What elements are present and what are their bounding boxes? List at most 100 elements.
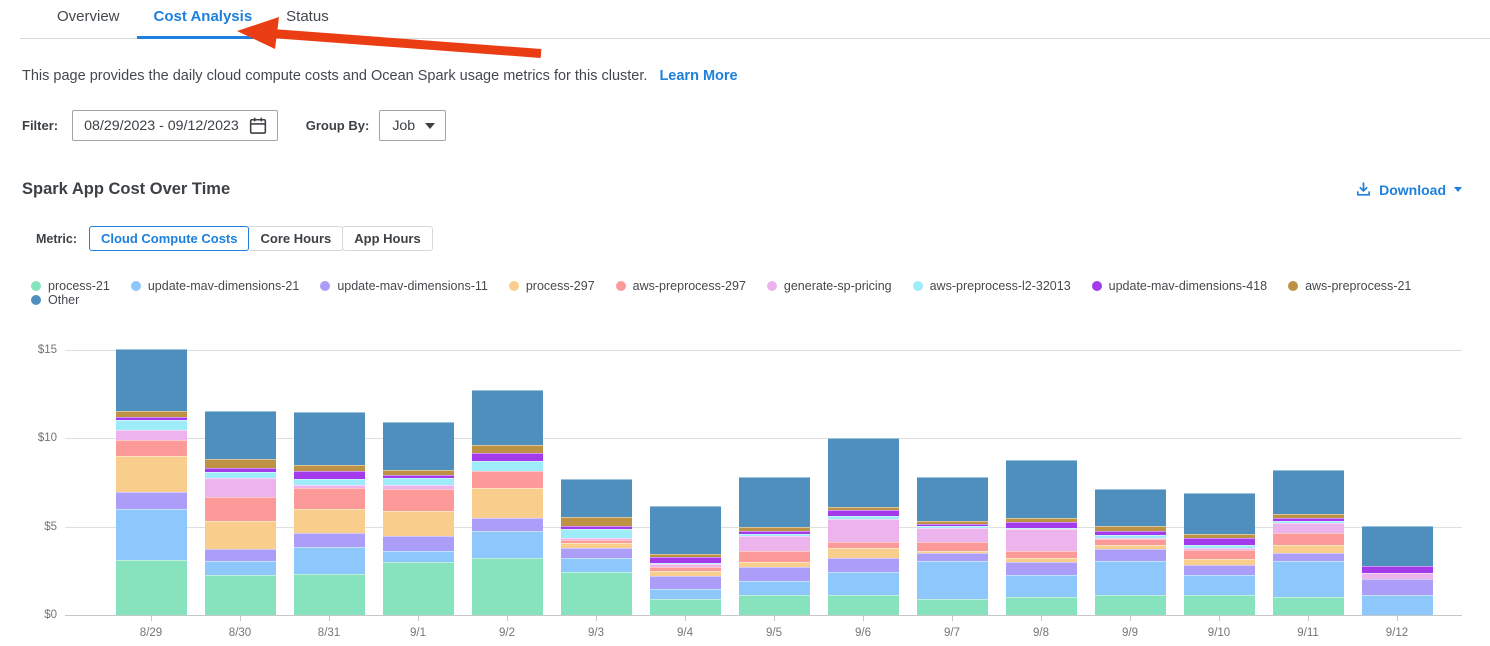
stacked-bar-9-8[interactable]	[1005, 460, 1077, 615]
bar-segment-process-297[interactable]	[560, 542, 632, 548]
bar-segment-process-21[interactable]	[827, 594, 899, 615]
bar-segment-update-mav-dimensions-21[interactable]	[293, 547, 365, 574]
bar-segment-aws-preprocess-297[interactable]	[293, 487, 365, 509]
date-range-input[interactable]: 08/29/2023 - 09/12/2023	[72, 110, 278, 141]
bar-segment-aws-preprocess-l2-32013[interactable]	[1272, 521, 1344, 523]
bar-segment-process-21[interactable]	[1094, 595, 1166, 615]
bar-segment-generate-sp-pricing[interactable]	[649, 564, 721, 567]
bar-segment-aws-preprocess-297[interactable]	[1272, 533, 1344, 545]
bar-segment-aws-preprocess-21[interactable]	[1094, 526, 1166, 531]
bar-segment-other[interactable]	[827, 438, 899, 507]
bar-segment-update-mav-dimensions-11[interactable]	[649, 575, 721, 589]
bar-segment-process-297[interactable]	[382, 511, 454, 536]
bar-segment-aws-preprocess-21[interactable]	[293, 464, 365, 471]
bar-segment-other[interactable]	[1183, 493, 1255, 535]
bar-segment-process-297[interactable]	[1183, 559, 1255, 565]
bar-segment-update-mav-dimensions-418[interactable]	[738, 530, 810, 535]
bar-segment-aws-preprocess-21[interactable]	[560, 516, 632, 526]
bar-segment-update-mav-dimensions-11[interactable]	[560, 547, 632, 558]
stacked-bar-9-1[interactable]	[382, 422, 454, 615]
legend-item-aws-preprocess-l2-32013[interactable]: aws-preprocess-l2-32013	[912, 279, 1071, 293]
bar-segment-generate-sp-pricing[interactable]	[204, 478, 276, 497]
bar-segment-update-mav-dimensions-11[interactable]	[916, 553, 988, 561]
bar-segment-aws-preprocess-l2-32013[interactable]	[1005, 527, 1077, 530]
bar-segment-generate-sp-pricing[interactable]	[1005, 529, 1077, 551]
bar-segment-aws-preprocess-l2-32013[interactable]	[204, 471, 276, 479]
stacked-bar-9-5[interactable]	[738, 477, 810, 615]
bar-segment-generate-sp-pricing[interactable]	[382, 484, 454, 490]
stacked-bar-9-12[interactable]	[1361, 525, 1433, 615]
bar-segment-update-mav-dimensions-11[interactable]	[827, 557, 899, 573]
bar-segment-aws-preprocess-297[interactable]	[1183, 550, 1255, 560]
bar-segment-aws-preprocess-297[interactable]	[204, 496, 276, 521]
bar-segment-other[interactable]	[471, 390, 543, 445]
bar-segment-aws-preprocess-21[interactable]	[1272, 513, 1344, 518]
bar-segment-aws-preprocess-l2-32013[interactable]	[293, 478, 365, 486]
bar-segment-update-mav-dimensions-21[interactable]	[560, 557, 632, 572]
bar-segment-process-21[interactable]	[382, 562, 454, 615]
bar-segment-update-mav-dimensions-418[interactable]	[560, 525, 632, 530]
bar-segment-other[interactable]	[1094, 488, 1166, 527]
bar-segment-update-mav-dimensions-11[interactable]	[382, 535, 454, 551]
bar-segment-process-21[interactable]	[204, 574, 276, 615]
legend-item-process-21[interactable]: process-21	[31, 279, 110, 293]
bar-segment-process-21[interactable]	[560, 571, 632, 615]
bar-segment-generate-sp-pricing[interactable]	[1094, 537, 1166, 540]
bar-segment-update-mav-dimensions-11[interactable]	[471, 518, 543, 532]
bar-segment-update-mav-dimensions-11[interactable]	[204, 548, 276, 561]
bar-segment-update-mav-dimensions-418[interactable]	[293, 470, 365, 479]
bar-segment-update-mav-dimensions-11[interactable]	[1272, 553, 1344, 562]
legend-item-aws-preprocess-297[interactable]: aws-preprocess-297	[615, 279, 746, 293]
bar-segment-other[interactable]	[115, 349, 187, 412]
bar-segment-update-mav-dimensions-418[interactable]	[471, 453, 543, 461]
bar-segment-aws-preprocess-l2-32013[interactable]	[738, 534, 810, 537]
bar-segment-process-297[interactable]	[115, 456, 187, 493]
legend-item-other[interactable]: Other	[31, 293, 79, 307]
bar-segment-update-mav-dimensions-21[interactable]	[382, 550, 454, 563]
bar-segment-generate-sp-pricing[interactable]	[293, 485, 365, 488]
bar-segment-generate-sp-pricing[interactable]	[115, 430, 187, 441]
bar-segment-process-21[interactable]	[649, 599, 721, 615]
bar-segment-aws-preprocess-21[interactable]	[204, 459, 276, 468]
bar-segment-other[interactable]	[293, 411, 365, 465]
bar-segment-update-mav-dimensions-418[interactable]	[649, 556, 721, 563]
bar-segment-aws-preprocess-297[interactable]	[827, 542, 899, 549]
tab-overview[interactable]: Overview	[57, 8, 120, 25]
bar-segment-update-mav-dimensions-11[interactable]	[738, 566, 810, 581]
bar-segment-update-mav-dimensions-21[interactable]	[115, 509, 187, 561]
tab-cost-analysis[interactable]: Cost Analysis	[136, 8, 270, 39]
stacked-bar-9-11[interactable]	[1272, 470, 1344, 615]
metric-option-app-hours[interactable]: App Hours	[342, 226, 433, 251]
bar-segment-update-mav-dimensions-21[interactable]	[916, 560, 988, 600]
bar-segment-aws-preprocess-21[interactable]	[649, 553, 721, 557]
bar-segment-process-297[interactable]	[916, 550, 988, 554]
bar-segment-aws-preprocess-297[interactable]	[1094, 539, 1166, 545]
bar-segment-aws-preprocess-21[interactable]	[738, 526, 810, 531]
bar-segment-aws-preprocess-l2-32013[interactable]	[382, 477, 454, 485]
bar-segment-process-297[interactable]	[1272, 544, 1344, 554]
bar-segment-aws-preprocess-297[interactable]	[738, 550, 810, 563]
bar-segment-update-mav-dimensions-21[interactable]	[827, 572, 899, 595]
bar-segment-aws-preprocess-297[interactable]	[649, 566, 721, 572]
bar-segment-aws-preprocess-l2-32013[interactable]	[1094, 535, 1166, 538]
bar-segment-update-mav-dimensions-21[interactable]	[738, 580, 810, 596]
bar-segment-update-mav-dimensions-11[interactable]	[1005, 562, 1077, 575]
bar-segment-aws-preprocess-297[interactable]	[382, 489, 454, 511]
bar-segment-other[interactable]	[738, 477, 810, 527]
bar-segment-aws-preprocess-21[interactable]	[827, 506, 899, 511]
legend-item-update-mav-dimensions-21[interactable]: update-mav-dimensions-21	[130, 279, 299, 293]
bar-segment-process-21[interactable]	[916, 599, 988, 615]
bar-segment-aws-preprocess-l2-32013[interactable]	[916, 525, 988, 529]
bar-segment-process-297[interactable]	[204, 520, 276, 549]
bar-segment-update-mav-dimensions-21[interactable]	[1183, 574, 1255, 596]
bar-segment-aws-preprocess-297[interactable]	[471, 470, 543, 489]
bar-segment-other[interactable]	[1361, 525, 1433, 566]
bar-segment-update-mav-dimensions-418[interactable]	[382, 475, 454, 478]
learn-more-link[interactable]: Learn More	[659, 68, 738, 84]
bar-segment-aws-preprocess-297[interactable]	[560, 539, 632, 543]
bar-segment-other[interactable]	[1005, 460, 1077, 519]
stacked-bar-9-7[interactable]	[916, 477, 988, 615]
tab-status[interactable]: Status	[286, 8, 329, 25]
bar-segment-aws-preprocess-l2-32013[interactable]	[1183, 544, 1255, 549]
bar-segment-process-297[interactable]	[1005, 558, 1077, 563]
